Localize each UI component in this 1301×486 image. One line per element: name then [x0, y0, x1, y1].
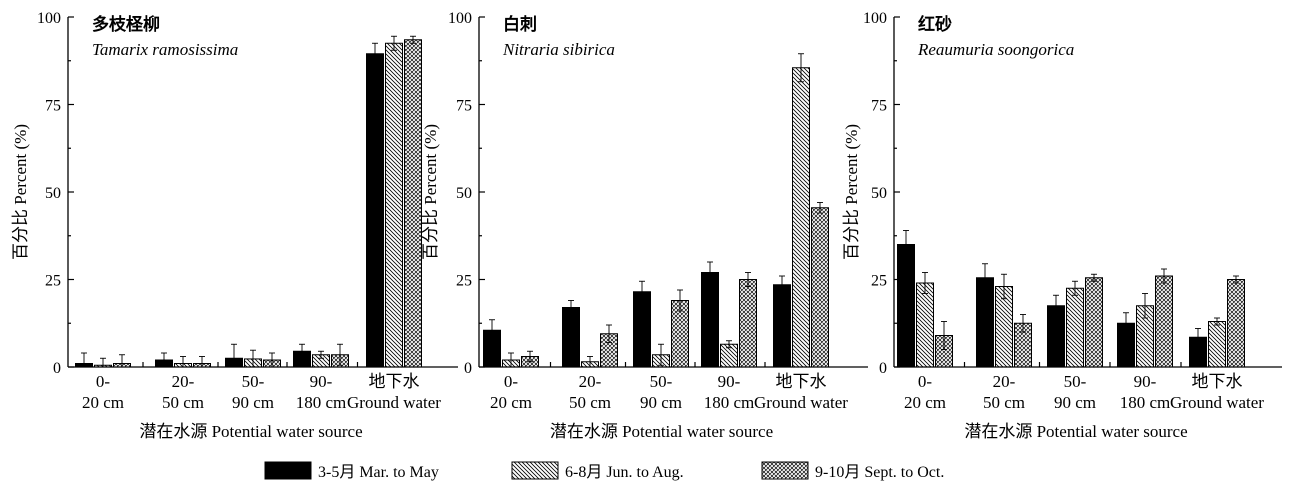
bars-group: [483, 53, 829, 368]
x-tick-label: 180 cm: [296, 393, 347, 412]
bar-mar-may: [562, 307, 580, 368]
y-tick-label: 100: [37, 10, 61, 27]
y-ticks: 0 25 50 75 100: [863, 10, 887, 377]
bar-mar-may: [366, 53, 384, 368]
bars-group: [75, 35, 422, 368]
bar-mar-may: [701, 272, 719, 368]
legend-label: 9-10月 Sept. to Oct.: [815, 464, 944, 481]
bar-jun-aug: [1208, 321, 1226, 368]
bar-mar-may: [773, 284, 791, 368]
x-tick-label: 50-: [1064, 372, 1087, 391]
legend-label: 6-8月 Jun. to Aug.: [565, 464, 684, 481]
x-tick-label: 180 cm: [704, 393, 755, 412]
x-tick-label: 20 cm: [82, 393, 124, 412]
y-axis-title: 百分比 Percent (%): [842, 124, 861, 260]
x-axis-title: 潜在水源 Potential water source: [139, 422, 362, 441]
x-tick-label: 90-: [1134, 372, 1157, 391]
x-tick-label: 20-: [172, 372, 195, 391]
legend-swatch-solid: [264, 461, 312, 480]
x-tick-label: 50 cm: [162, 393, 204, 412]
x-axis-title: 潜在水源 Potential water source: [550, 422, 773, 441]
x-tick-label: 90 cm: [232, 393, 274, 412]
y-ticks: 0 25 50 75 100: [448, 10, 472, 377]
x-axis-title: 潜在水源 Potential water source: [964, 422, 1187, 441]
y-tick-label: 75: [45, 98, 61, 115]
x-tick-label: 0-: [96, 372, 111, 391]
x-tick-label: 地下水: [1192, 372, 1243, 391]
x-tick-label: 90-: [718, 372, 741, 391]
x-tick-label: 0-: [504, 372, 519, 391]
x-tick-label: Ground water: [1170, 393, 1264, 412]
panel-subtitle: Nitraria sibirica: [502, 40, 615, 59]
y-tick-label: 0: [879, 360, 887, 377]
bar-jun-aug: [916, 282, 934, 368]
x-tick-label: 20 cm: [904, 393, 946, 412]
bar-jun-aug: [1066, 287, 1084, 368]
y-tick-label: 50: [45, 185, 61, 202]
x-tick-label: 地下水: [369, 372, 420, 391]
panel-nitraria: 百分比 Percent (%) 白刺 Nitraria sibirica 潜在水…: [421, 10, 868, 441]
panel-title: 红砂: [918, 14, 952, 34]
x-tick-label: 20-: [579, 372, 602, 391]
bar-jun-aug: [385, 42, 403, 368]
bar-mar-may: [633, 291, 651, 368]
panel-subtitle: Tamarix ramosissima: [92, 40, 238, 59]
panel-reaumuria: 百分比 Percent (%) 红砂 Reaumuria soongorica …: [842, 10, 1282, 441]
y-tick-label: 25: [871, 273, 887, 290]
x-tick-label: 50-: [242, 372, 265, 391]
panel-title: 白刺: [503, 14, 537, 34]
y-tick-label: 100: [448, 10, 472, 27]
x-tick-label: 50-: [650, 372, 673, 391]
x-tick-label: 20 cm: [490, 393, 532, 412]
x-ticks: 0- 20 cm 20- 50 cm 50- 90 cm 90- 180 cm …: [490, 372, 848, 412]
bar-sept-oct: [1227, 279, 1245, 368]
y-axis-label: 百分比 Percent (%): [842, 124, 861, 260]
x-tick-label: 地下水: [776, 372, 827, 391]
legend-label: 3-5月 Mar. to May: [318, 464, 439, 481]
y-tick-label: 0: [464, 360, 472, 377]
y-tick-label: 25: [45, 273, 61, 290]
y-axis-title: 百分比 Percent (%): [11, 124, 30, 260]
y-axis-label: 百分比 Percent (%): [11, 124, 30, 260]
y-tick-label: 50: [456, 185, 472, 202]
legend-swatch-crosshatch: [761, 461, 809, 480]
legend-swatch-diagonal: [511, 461, 559, 480]
bar-mar-may: [897, 244, 915, 368]
bar-sept-oct: [1155, 275, 1173, 368]
panel-tamarix: 百分比 Percent (%) 多枝柽柳 Tamarix ramosissima…: [11, 10, 458, 441]
bars-group: [897, 230, 1245, 368]
y-ticks: 0 25 50 75 100: [37, 10, 61, 377]
x-ticks: 0- 20 cm 20- 50 cm 50- 90 cm 90- 180 cm …: [904, 372, 1264, 412]
bar-jun-aug: [792, 67, 810, 368]
x-tick-label: 180 cm: [1120, 393, 1171, 412]
y-tick-label: 75: [871, 98, 887, 115]
bar-sept-oct: [1085, 277, 1103, 368]
y-axis-title: 百分比 Percent (%): [421, 124, 440, 260]
y-tick-label: 75: [456, 98, 472, 115]
x-ticks: 0- 20 cm 20- 50 cm 50- 90 cm 90- 180 cm …: [82, 372, 441, 412]
bar-sept-oct: [404, 39, 422, 368]
y-axis-label: 百分比 Percent (%): [421, 124, 440, 260]
x-tick-label: 50 cm: [569, 393, 611, 412]
x-tick-label: 90 cm: [1054, 393, 1096, 412]
x-tick-label: 20-: [993, 372, 1016, 391]
x-tick-label: 0-: [918, 372, 933, 391]
bar-sept-oct: [739, 279, 757, 368]
x-tick-label: 90-: [310, 372, 333, 391]
x-tick-label: Ground water: [347, 393, 441, 412]
panel-subtitle: Reaumuria soongorica: [917, 40, 1074, 59]
bar-sept-oct: [811, 207, 829, 368]
x-tick-label: 90 cm: [640, 393, 682, 412]
y-tick-label: 100: [863, 10, 887, 27]
panel-title: 多枝柽柳: [92, 14, 160, 34]
x-tick-label: Ground water: [754, 393, 848, 412]
y-tick-label: 0: [53, 360, 61, 377]
legend: 3-5月 Mar. to May 6-8月 Jun. to Aug. 9-10月…: [264, 461, 944, 481]
y-tick-label: 25: [456, 273, 472, 290]
x-tick-label: 50 cm: [983, 393, 1025, 412]
y-tick-label: 50: [871, 185, 887, 202]
